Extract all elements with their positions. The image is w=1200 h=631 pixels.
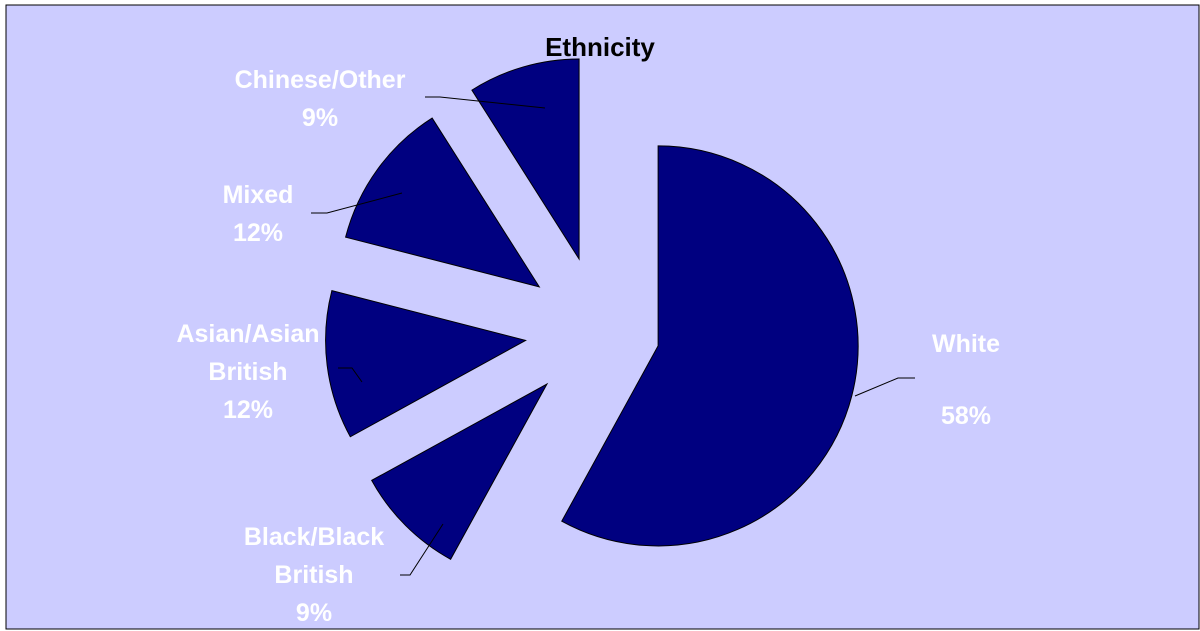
pie-slice-asian-asian-british xyxy=(325,290,527,438)
chart-title: Ethnicity xyxy=(545,32,655,62)
pie-slice-mixed xyxy=(344,117,541,288)
slices-layer xyxy=(325,58,859,560)
leader-line-black-black-british xyxy=(400,523,444,576)
pie-slice-white xyxy=(561,145,859,547)
slice-label-mixed: Mixed 12% xyxy=(223,181,294,247)
slice-value-black-black-british: 9% xyxy=(296,599,332,627)
labels-layer: White 58% Black/Black British 9% Asian/Asian B… xyxy=(176,66,1000,627)
slice-label-chinese-other: Chinese/Other 9% xyxy=(235,66,406,132)
slice-label-white: White 58% xyxy=(932,330,1000,430)
pie-slice-chinese-other xyxy=(471,58,580,261)
leader-line-chinese-other xyxy=(425,96,546,109)
leader-line-white xyxy=(854,377,915,397)
slice-label-black-black-british: Black/Black British 9% xyxy=(244,523,384,627)
leader-lines-layer xyxy=(311,96,915,576)
pie-slice-black-black-british xyxy=(371,382,549,560)
leader-line-asian-asian-british xyxy=(338,367,363,383)
slice-value-chinese-other: 9% xyxy=(302,104,338,132)
slice-value-mixed: 12% xyxy=(233,219,283,247)
slice-value-asian-asian-british: 12% xyxy=(223,396,273,424)
slice-value-white: 58% xyxy=(941,402,991,430)
slice-label-asian-asian-british: Asian/Asian British 12% xyxy=(176,320,319,424)
leader-line-mixed xyxy=(311,192,403,214)
